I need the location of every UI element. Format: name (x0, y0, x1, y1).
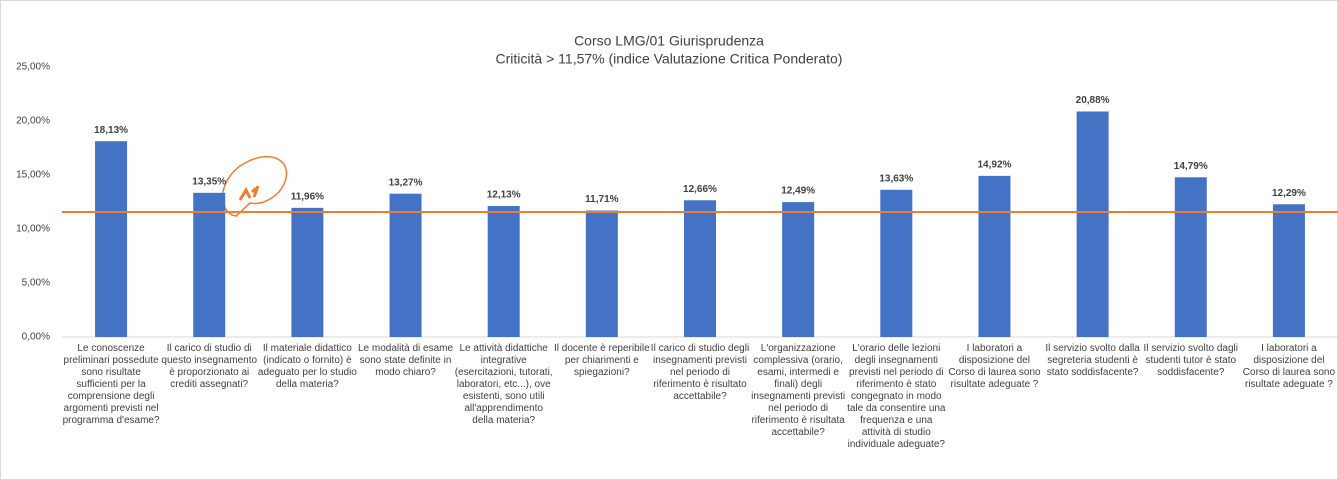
value-label: 14,79% (1174, 161, 1208, 172)
bar (684, 200, 716, 337)
y-tick-label: 5,00% (22, 278, 50, 289)
bar (585, 210, 618, 337)
bar (389, 193, 422, 337)
y-tick-label: 15,00% (16, 170, 50, 181)
x-tick-label: I laboratori a disposizione del Corso di… (948, 343, 1041, 390)
bar (95, 141, 128, 337)
bar (291, 207, 324, 337)
value-label: 11,96% (291, 191, 324, 202)
y-tick-label: 25,00% (16, 62, 50, 73)
x-tick-label: I laboratori a disposizione del Corso di… (1242, 343, 1336, 390)
value-label: 12,29% (1272, 188, 1306, 199)
bar (1076, 111, 1109, 337)
bar (193, 192, 226, 337)
bar (880, 189, 913, 337)
chart-title: Corso LMG/01 Giurisprudenza (574, 33, 764, 49)
annotation-scribble (221, 155, 288, 217)
value-label: 20,88% (1076, 95, 1110, 106)
value-label: 11,71% (585, 194, 618, 205)
y-tick-label: 10,00% (16, 224, 50, 235)
x-tick-label: Le attività didattiche integrative (eser… (454, 343, 553, 426)
x-tick-label: Il servizio svolto dalla segreteria stud… (1045, 343, 1140, 378)
x-tick-label: Il materiale didattico (indicato o forni… (257, 343, 357, 390)
bar (1272, 204, 1305, 337)
value-label: 13,27% (389, 177, 423, 188)
x-tick-label: L'orario delle lezioni degli insegnament… (847, 343, 946, 450)
value-label: 13,63% (879, 173, 913, 184)
value-label: 18,13% (94, 125, 128, 136)
bar (487, 205, 520, 337)
x-tick-label: Le modalità di esame sono state definite… (358, 343, 454, 378)
y-tick-label: 20,00% (16, 116, 50, 127)
value-label: 12,49% (781, 186, 815, 197)
bar (978, 175, 1011, 337)
x-tick-label: Il carico di studio degli insegnamenti p… (650, 343, 750, 402)
bar (1174, 177, 1207, 337)
value-label: 14,92% (978, 160, 1012, 171)
x-tick-label: Il servizio svolto dagli studenti tutor … (1143, 343, 1238, 378)
x-tick-label: Le conoscenze preliminari possedute sono… (62, 343, 160, 426)
x-tick-label: Il docente è reperibile per chiarimenti … (554, 343, 650, 378)
chart-subtitle: Criticità > 11,57% (indice Valutazione C… (496, 51, 843, 67)
value-label: 12,66% (683, 184, 717, 195)
x-tick-label: Il carico di studio di questo insegnamen… (161, 343, 258, 390)
value-label: 12,13% (487, 190, 521, 201)
x-tick-label: L'organizzazione complessiva (orario, es… (751, 343, 846, 438)
y-tick-label: 0,00% (22, 332, 50, 343)
value-label: 13,35% (192, 176, 226, 187)
bar (782, 202, 815, 337)
